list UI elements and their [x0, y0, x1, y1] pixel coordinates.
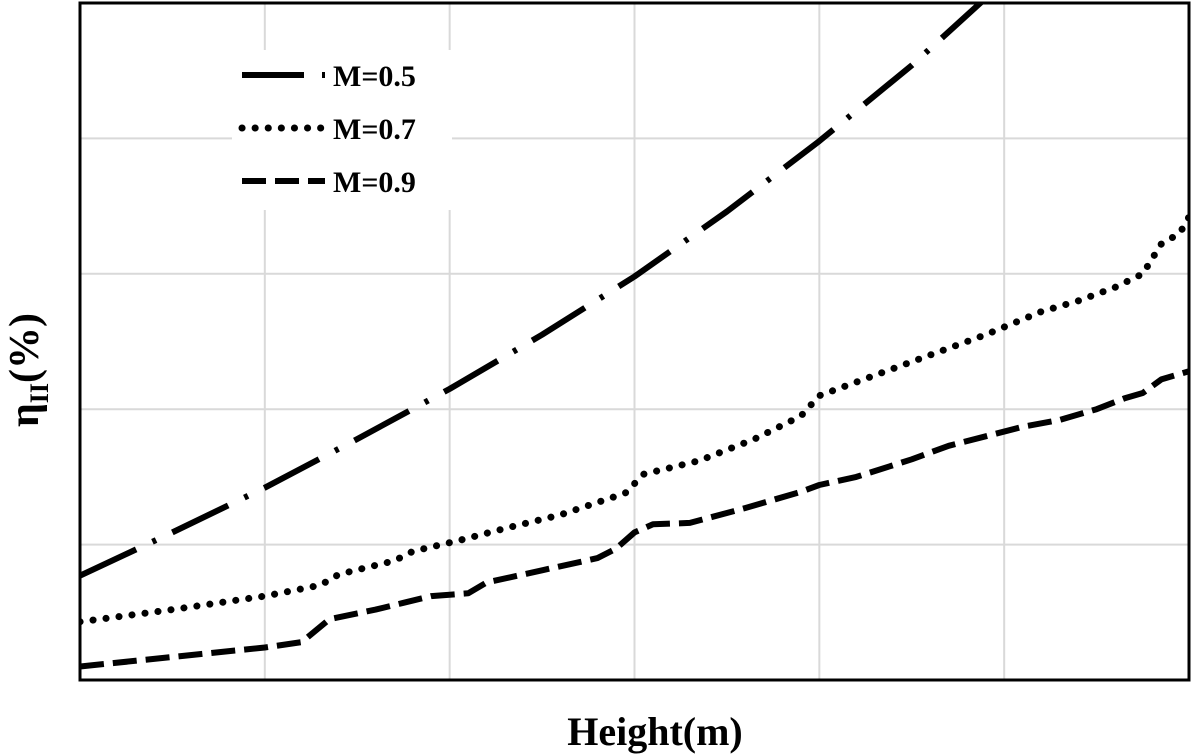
series-line-M=0.7	[80, 213, 1189, 626]
legend: M=0.5 M=0.7 M=0.9	[232, 50, 452, 210]
series-layer	[80, 3, 1189, 670]
y-axis-label: ηII(%)	[2, 313, 54, 427]
y-axis-label-subscript: II	[25, 383, 54, 403]
series-line-M=0.9	[80, 368, 1189, 670]
y-axis-label-symbol: η	[2, 403, 48, 427]
legend-label-M=0.7: M=0.7	[333, 113, 416, 146]
legend-label-M=0.5: M=0.5	[333, 60, 416, 93]
y-axis-label-unit: (%)	[2, 313, 48, 383]
x-axis-label: Height(m)	[567, 709, 743, 754]
legend-label-M=0.9: M=0.9	[333, 166, 416, 199]
plot-frame	[78, 1, 1191, 682]
series-line-M=0.5	[80, 3, 985, 579]
